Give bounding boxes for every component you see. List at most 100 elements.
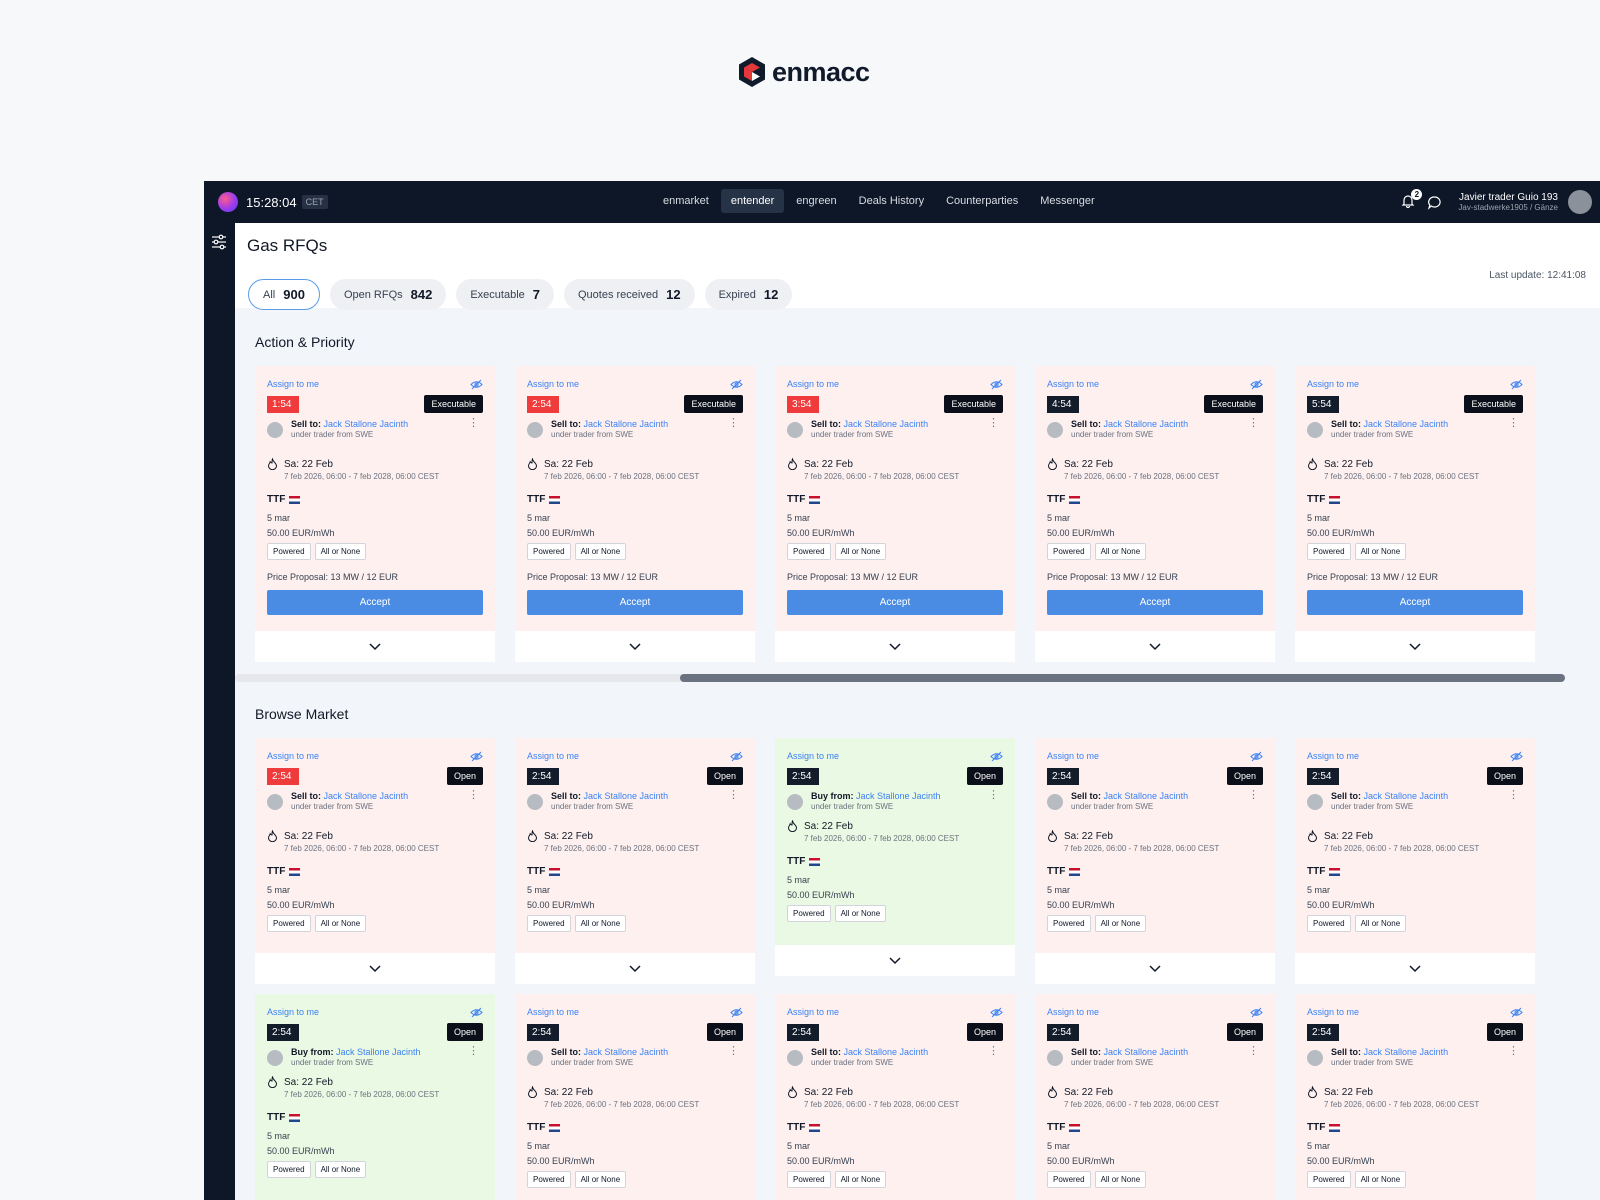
assign-to-me-link[interactable]: Assign to me	[787, 379, 840, 389]
assign-to-me-link[interactable]: Assign to me	[787, 1007, 840, 1017]
counterparty-link[interactable]: Jack Stallone Jacinth	[1363, 791, 1449, 801]
expand-toggle[interactable]	[255, 631, 495, 662]
rfq-card[interactable]: Assign to me 2:54 Open Sell to: Jack Stallo…	[775, 994, 1015, 1200]
kebab-icon[interactable]: ⋮	[1508, 1045, 1519, 1057]
counterparty-link[interactable]: Jack Stallone Jacinth	[323, 791, 409, 801]
nav-enmarket[interactable]: enmarket	[663, 195, 709, 207]
kebab-icon[interactable]: ⋮	[468, 1045, 479, 1057]
rfq-card[interactable]: Assign to me 3:54 Executable Sell to: Jack …	[775, 366, 1015, 662]
accept-button[interactable]: Accept	[787, 590, 1003, 615]
hidden-eye-icon[interactable]	[1250, 1007, 1263, 1018]
hidden-eye-icon[interactable]	[1510, 379, 1523, 390]
assign-to-me-link[interactable]: Assign to me	[1047, 379, 1100, 389]
nav-messenger[interactable]: Messenger	[1040, 195, 1095, 207]
assign-to-me-link[interactable]: Assign to me	[1047, 1007, 1100, 1017]
counterparty-link[interactable]: Jack Stallone Jacinth	[1103, 1047, 1189, 1057]
assign-to-me-link[interactable]: Assign to me	[267, 1007, 320, 1017]
horizontal-scrollbar[interactable]	[235, 674, 1565, 682]
accept-button[interactable]: Accept	[527, 590, 743, 615]
hidden-eye-icon[interactable]	[470, 751, 483, 762]
expand-toggle[interactable]	[1035, 953, 1275, 984]
hidden-eye-icon[interactable]	[730, 751, 743, 762]
rfq-card[interactable]: Assign to me 2:54 Open Sell to: Jack Stallo…	[1295, 994, 1535, 1200]
chat-icon[interactable]	[1427, 195, 1442, 210]
rfq-card[interactable]: Assign to me 5:54 Executable Sell to: Jack …	[1295, 366, 1535, 662]
kebab-icon[interactable]: ⋮	[1248, 789, 1259, 801]
notifications-button[interactable]: 2	[1401, 189, 1423, 210]
counterparty-link[interactable]: Jack Stallone Jacinth	[843, 419, 929, 429]
nav-counterparties[interactable]: Counterparties	[946, 195, 1019, 207]
hidden-eye-icon[interactable]	[1510, 1007, 1523, 1018]
filter-all[interactable]: All 900	[248, 279, 320, 310]
assign-to-me-link[interactable]: Assign to me	[527, 379, 580, 389]
kebab-icon[interactable]: ⋮	[728, 417, 739, 429]
hidden-eye-icon[interactable]	[1250, 379, 1263, 390]
kebab-icon[interactable]: ⋮	[1248, 417, 1259, 429]
kebab-icon[interactable]: ⋮	[468, 417, 479, 429]
filter-expired[interactable]: Expired 12	[704, 279, 793, 310]
counterparty-link[interactable]: Jack Stallone Jacinth	[1103, 419, 1189, 429]
expand-toggle[interactable]	[1295, 631, 1535, 662]
hidden-eye-icon[interactable]	[730, 1007, 743, 1018]
nav-deals-history[interactable]: Deals History	[858, 195, 925, 207]
accept-button[interactable]: Accept	[267, 590, 483, 615]
kebab-icon[interactable]: ⋮	[988, 789, 999, 801]
counterparty-link[interactable]: Jack Stallone Jacinth	[1363, 419, 1449, 429]
expand-toggle[interactable]	[255, 953, 495, 984]
hidden-eye-icon[interactable]	[990, 379, 1003, 390]
rfq-card[interactable]: Assign to me 2:54 Open Buy from: Jack Stall…	[775, 738, 1015, 976]
expand-toggle[interactable]	[775, 945, 1015, 976]
user-info[interactable]: Javier trader Guio 193 Jav-stadwerke1905…	[1458, 192, 1558, 212]
nav-engreen[interactable]: engreen	[796, 195, 837, 207]
scrollbar-thumb[interactable]	[680, 674, 1565, 682]
filter-sliders-icon[interactable]	[210, 233, 228, 251]
kebab-icon[interactable]: ⋮	[468, 789, 479, 801]
kebab-icon[interactable]: ⋮	[1508, 789, 1519, 801]
counterparty-link[interactable]: Jack Stallone Jacinth	[583, 791, 669, 801]
hidden-eye-icon[interactable]	[990, 1007, 1003, 1018]
assign-to-me-link[interactable]: Assign to me	[527, 1007, 580, 1017]
hidden-eye-icon[interactable]	[470, 379, 483, 390]
rfq-card[interactable]: Assign to me 2:54 Open Sell to: Jack Stallo…	[1295, 738, 1535, 984]
counterparty-link[interactable]: Jack Stallone Jacinth	[1103, 791, 1189, 801]
counterparty-link[interactable]: Jack Stallone Jacinth	[856, 791, 941, 801]
kebab-icon[interactable]: ⋮	[988, 417, 999, 429]
kebab-icon[interactable]: ⋮	[1248, 1045, 1259, 1057]
assign-to-me-link[interactable]: Assign to me	[787, 751, 840, 761]
kebab-icon[interactable]: ⋮	[988, 1045, 999, 1057]
hidden-eye-icon[interactable]	[990, 751, 1003, 762]
user-avatar[interactable]	[1568, 190, 1592, 214]
expand-toggle[interactable]	[515, 631, 755, 662]
assign-to-me-link[interactable]: Assign to me	[267, 751, 320, 761]
counterparty-link[interactable]: Jack Stallone Jacinth	[1363, 1047, 1449, 1057]
rfq-card[interactable]: Assign to me 2:54 Open Sell to: Jack Stallo…	[1035, 738, 1275, 984]
expand-toggle[interactable]	[1295, 953, 1535, 984]
assign-to-me-link[interactable]: Assign to me	[527, 751, 580, 761]
rfq-card[interactable]: Assign to me 1:54 Executable Sell to: Jack …	[255, 366, 495, 662]
hidden-eye-icon[interactable]	[1510, 751, 1523, 762]
assign-to-me-link[interactable]: Assign to me	[1307, 1007, 1360, 1017]
kebab-icon[interactable]: ⋮	[1508, 417, 1519, 429]
accept-button[interactable]: Accept	[1047, 590, 1263, 615]
rfq-card[interactable]: Assign to me 2:54 Executable Sell to: Jack …	[515, 366, 755, 662]
assign-to-me-link[interactable]: Assign to me	[1307, 751, 1360, 761]
kebab-icon[interactable]: ⋮	[728, 789, 739, 801]
filter-open-rfqs[interactable]: Open RFQs 842	[329, 279, 447, 310]
expand-toggle[interactable]	[515, 953, 755, 984]
counterparty-link[interactable]: Jack Stallone Jacinth	[323, 419, 409, 429]
hidden-eye-icon[interactable]	[470, 1007, 483, 1018]
rfq-card[interactable]: Assign to me 4:54 Executable Sell to: Jack …	[1035, 366, 1275, 662]
accept-button[interactable]: Accept	[1307, 590, 1523, 615]
nav-entender[interactable]: entender	[720, 189, 785, 213]
hidden-eye-icon[interactable]	[1250, 751, 1263, 762]
kebab-icon[interactable]: ⋮	[728, 1045, 739, 1057]
rfq-card[interactable]: Assign to me 2:54 Open Sell to: Jack Stallo…	[255, 738, 495, 984]
assign-to-me-link[interactable]: Assign to me	[1047, 751, 1100, 761]
expand-toggle[interactable]	[1035, 631, 1275, 662]
expand-toggle[interactable]	[775, 631, 1015, 662]
counterparty-link[interactable]: Jack Stallone Jacinth	[583, 419, 669, 429]
counterparty-link[interactable]: Jack Stallone Jacinth	[583, 1047, 669, 1057]
counterparty-link[interactable]: Jack Stallone Jacinth	[336, 1047, 421, 1057]
assign-to-me-link[interactable]: Assign to me	[1307, 379, 1360, 389]
rfq-card[interactable]: Assign to me 2:54 Open Sell to: Jack Stallo…	[1035, 994, 1275, 1200]
